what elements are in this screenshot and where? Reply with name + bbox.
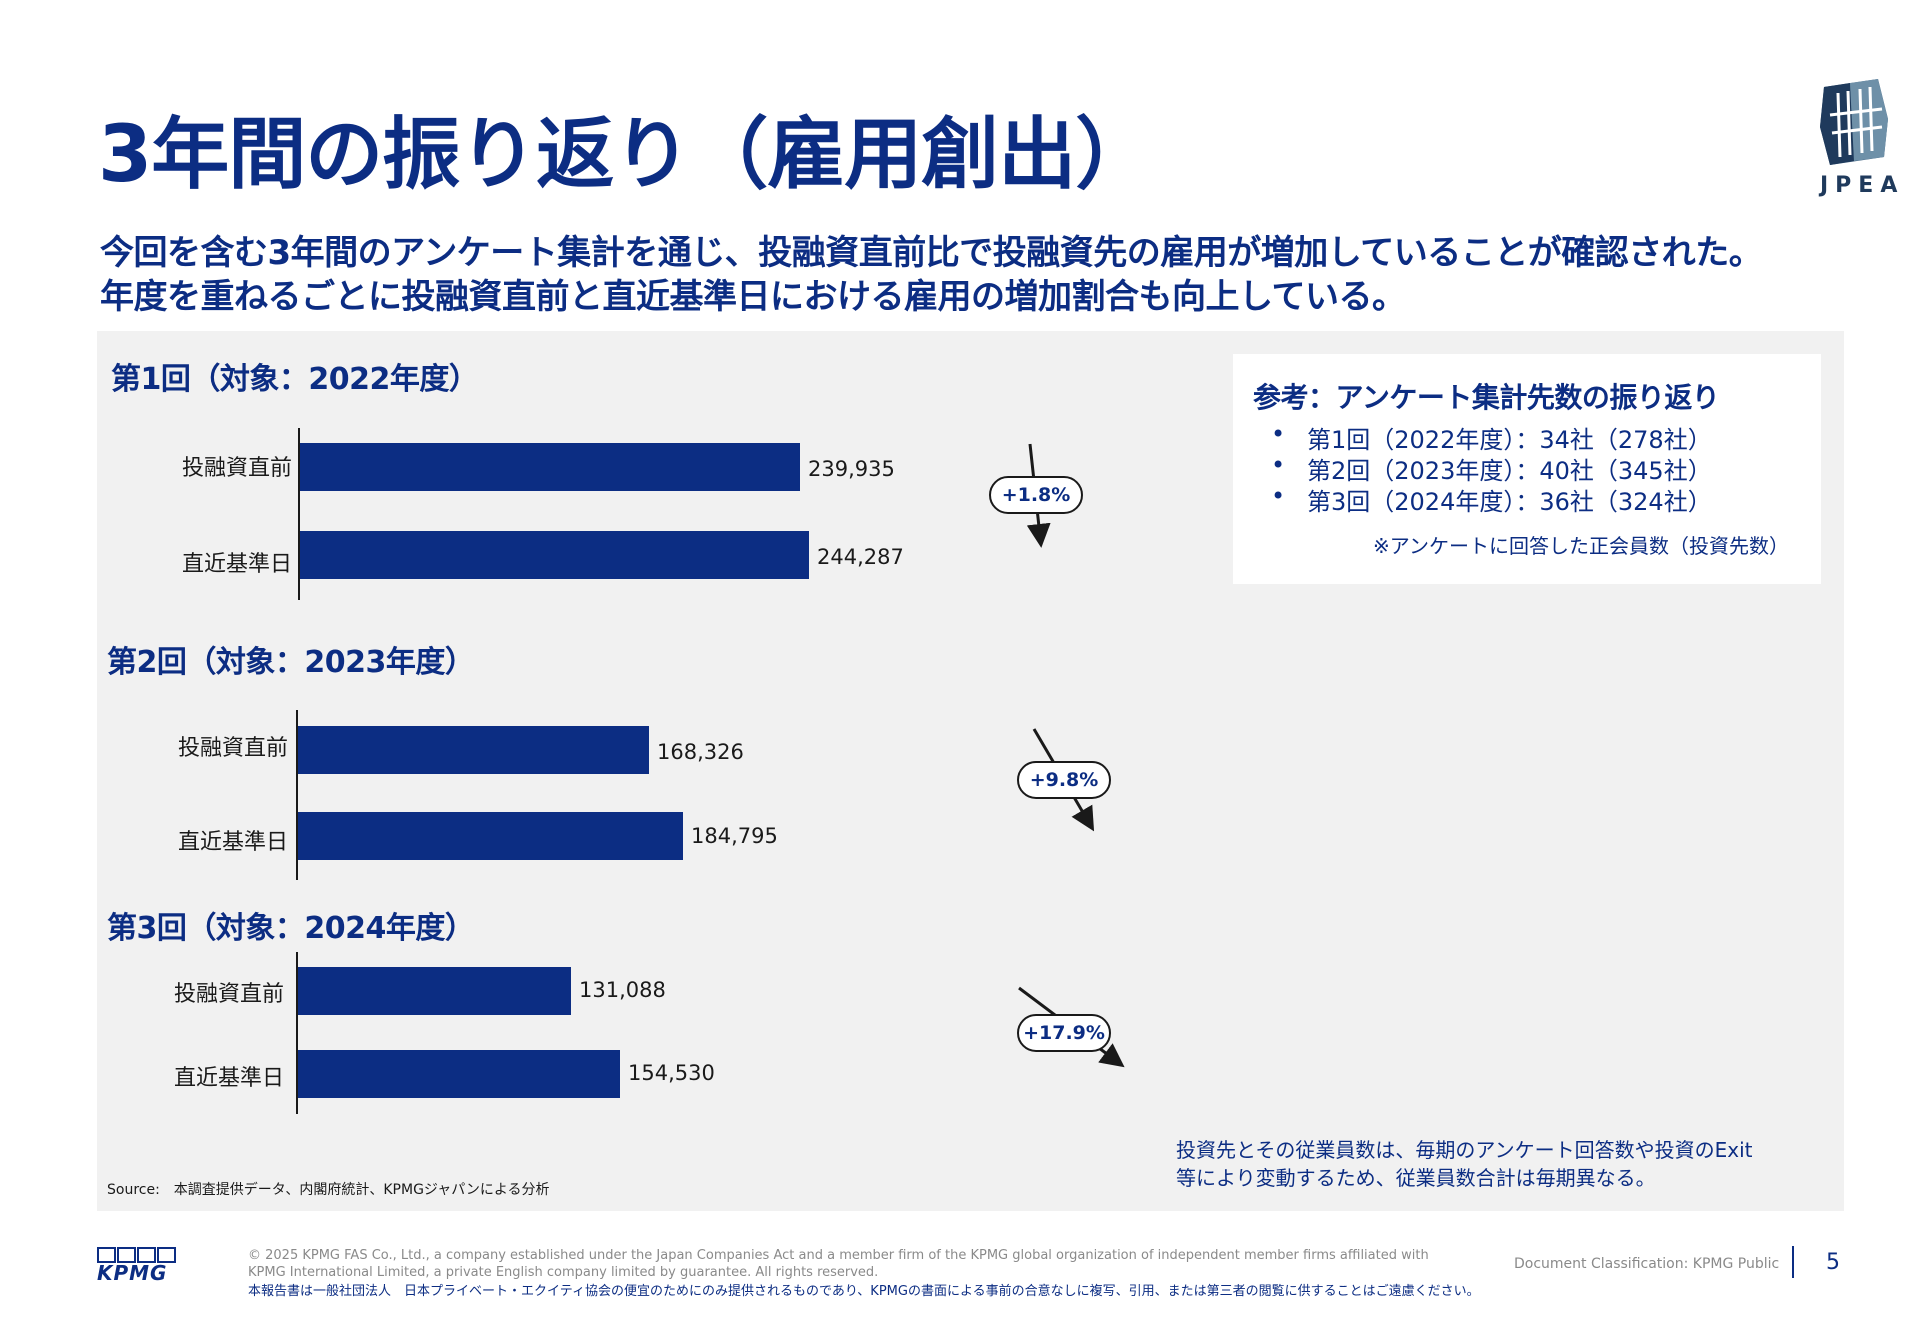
reference-item-1: • 第1回（2022年度）：34社（278社）	[1233, 420, 1821, 454]
chart-2-title: 第2回（対象：2023年度）	[107, 645, 475, 680]
chart-3-change-badge: +17.9%	[1017, 1014, 1111, 1052]
employee-note-line-2: 等により変動するため、従業員数合計は毎期異なる。	[1176, 1166, 1656, 1190]
reference-item-3-text: 第3回（2024年度）：36社（324社）	[1307, 488, 1712, 516]
chart-3-category-1: 投融資直前	[173, 982, 284, 1007]
chart-2-bar-1	[298, 726, 649, 774]
chart-2-category-2: 直近基準日	[177, 830, 288, 855]
chart-3-bar-1	[298, 967, 571, 1015]
footer-divider	[1792, 1246, 1794, 1278]
reference-item-1-text: 第1回（2022年度）：34社（278社）	[1307, 426, 1712, 454]
reference-box: 参考：アンケート集計先数の振り返り • 第1回（2022年度）：34社（278社…	[1233, 354, 1821, 584]
page-title: 3年間の振り返り（雇用創出）	[98, 110, 1153, 200]
footer-copyright-line-2: KPMG International Limited, a private En…	[248, 1265, 879, 1280]
subtitle-line-1: 今回を含む3年間のアンケート集計を通じ、投融資直前比で投融資先の雇用が増加してい…	[100, 233, 1763, 273]
chart-2-category-1: 投融資直前	[177, 736, 288, 761]
chart-1-axis	[298, 428, 300, 600]
footer-copyright-line-1: © 2025 KPMG FAS Co., Ltd., a company est…	[248, 1248, 1429, 1263]
chart-3-value-2: 154,530	[628, 1061, 715, 1085]
subtitle: 今回を含む3年間のアンケート集計を通じ、投融資直前比で投融資先の雇用が増加してい…	[100, 231, 1763, 319]
kpmg-logo-text: KPMG	[97, 1261, 168, 1285]
chart-1-bar-1	[300, 443, 800, 491]
bullet-1: •	[1271, 420, 1286, 448]
reference-item-2-text: 第2回（2023年度）：40社（345社）	[1307, 457, 1712, 485]
subtitle-line-2: 年度を重ねるごとに投融資直前と直近基準日における雇用の増加割合も向上している。	[100, 277, 1406, 317]
chart-2-axis	[296, 710, 298, 880]
chart-2-bar-2	[298, 812, 683, 860]
jpea-logo: JPEA	[1800, 75, 1897, 205]
page-number: 5	[1826, 1250, 1840, 1275]
kpmg-logo: KPMG	[97, 1247, 179, 1285]
bullet-3: •	[1271, 482, 1286, 510]
chart-1-category-2: 直近基準日	[181, 552, 292, 577]
chart-3-value-1: 131,088	[579, 978, 666, 1002]
employee-note-line-1: 投資先とその従業員数は、毎期のアンケート回答数や投資のExit	[1176, 1138, 1753, 1162]
chart-2-value-1: 168,326	[657, 740, 744, 764]
document-classification: Document Classification: KPMG Public	[1514, 1256, 1780, 1272]
chart-2-value-2: 184,795	[691, 824, 778, 848]
chart-1-value-1: 239,935	[808, 457, 895, 481]
chart-1-title: 第1回（対象：2022年度）	[111, 362, 479, 397]
bullet-2: •	[1271, 451, 1286, 479]
chart-1-value-2: 244,287	[817, 545, 904, 569]
chart-3-bar-2	[298, 1050, 620, 1098]
chart-3-title: 第3回（対象：2024年度）	[107, 911, 475, 946]
footer-disclaimer: 本報告書は一般社団法人 日本プライベート・エクイティ協会の便宜のためにのみ提供さ…	[248, 1284, 1480, 1299]
reference-note: ※アンケートに回答した正会員数（投資先数）	[1373, 534, 1789, 558]
reference-title: 参考：アンケート集計先数の振り返り	[1253, 381, 1720, 414]
chart-1-change-badge: +1.8%	[989, 476, 1083, 514]
employee-note: 投資先とその従業員数は、毎期のアンケート回答数や投資のExit 等により変動する…	[1176, 1136, 1752, 1192]
chart-3-category-2: 直近基準日	[173, 1066, 284, 1091]
chart-1-category-1: 投融資直前	[181, 456, 292, 481]
chart-2-change-badge: +9.8%	[1017, 761, 1111, 799]
reference-item-3: • 第3回（2024年度）：36社（324社）	[1233, 482, 1821, 516]
source-note: Source: 本調査提供データ、内閣府統計、KPMGジャパンによる分析	[107, 1182, 550, 1198]
reference-item-2: • 第2回（2023年度）：40社（345社）	[1233, 451, 1821, 485]
chart-3-axis	[296, 952, 298, 1114]
jpea-logo-text: JPEA	[1820, 173, 1905, 198]
chart-1-bar-2	[300, 531, 809, 579]
footer-copyright: © 2025 KPMG FAS Co., Ltd., a company est…	[248, 1247, 1429, 1281]
